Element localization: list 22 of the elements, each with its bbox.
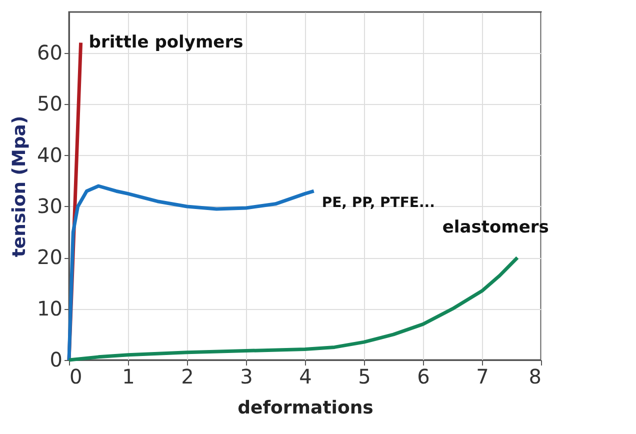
x-axis-title: deformations (238, 398, 374, 418)
x-tick-label: 5 (358, 364, 371, 388)
x-tick-label: 7 (476, 364, 489, 388)
y-tick-label: 50 (37, 92, 62, 116)
line-series (67, 184, 316, 362)
y-tick-label: 40 (37, 142, 62, 167)
x-tick-label: 0 (70, 364, 82, 388)
x-tick-label: 3 (240, 364, 253, 388)
x-tick-label: 1 (122, 364, 135, 388)
y-tick-label: 20 (37, 245, 62, 270)
x-tick-label: 8 (528, 364, 542, 388)
y-tick-label: 30 (37, 194, 62, 218)
line-series (67, 256, 520, 362)
y-tick-label: 10 (37, 296, 62, 320)
y-tick-label: 0 (50, 348, 62, 372)
series-label: PE, PP, PTFE... (322, 195, 435, 212)
y-axis-title: tension (Mpa) (9, 116, 30, 258)
x-tick-label: 2 (181, 364, 194, 388)
x-tick-label: 4 (299, 364, 312, 388)
x-tick-label: 6 (417, 364, 430, 388)
series-label: brittle polymers (88, 32, 244, 53)
y-tick-label: 60 (37, 40, 62, 64)
